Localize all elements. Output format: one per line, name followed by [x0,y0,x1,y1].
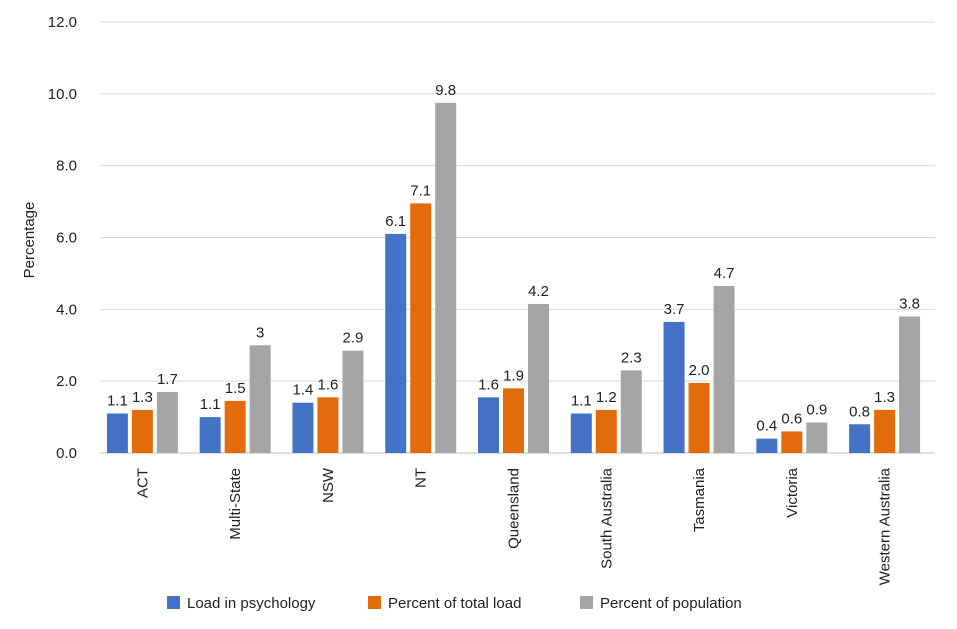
data-labels: 1.1 1.31.71.11.531.4 1.62.96.17.19.81.61.9… [107,82,920,435]
bar-data-label: 0.6 [781,410,802,427]
y-tick-label: 4.0 [56,301,77,318]
bar-data-label: 2.9 [343,330,364,347]
x-category-label: Tasmania [691,467,708,532]
bar [342,350,364,453]
x-category-label: Western Australia [877,467,894,585]
bar [410,203,432,453]
x-axis-categories: ACT Multi-State NSW NT Queensland South Austr… [134,467,893,585]
bar [874,409,896,453]
bar-data-label: 1.9 [503,367,524,384]
bar-data-label: 4.7 [714,265,735,282]
bar-data-label: 1.1 [200,396,221,413]
bar [224,400,246,453]
bar [806,422,828,453]
bar-data-label: 4.2 [528,283,549,300]
y-tick-label: 6.0 [56,230,77,247]
bar-data-label: 6.1 [385,213,406,230]
bar [292,402,314,453]
bar-data-label: 1.4 [293,382,314,399]
bar-data-label: 3 [256,324,264,341]
bar-data-label: 1.5 [225,380,246,397]
legend-label: Percent of population [600,595,742,612]
bar-data-label: 1.1 [571,392,592,409]
bar [899,316,921,453]
bar-data-label: 1.6 [478,376,499,393]
bar [663,321,685,453]
y-axis-title: Percentage [21,202,38,279]
x-category-label: South Australia [598,467,615,569]
bar-data-label: 1.2 [596,389,617,406]
bar [131,409,153,453]
bar-data-label: 1.6 [318,376,339,393]
y-tick-label: 2.0 [56,373,77,390]
bar [106,413,128,453]
bar-data-label: 0.8 [849,403,870,420]
bar-data-label: 1.1 [107,392,128,409]
bar [620,370,642,453]
legend-swatch [368,596,381,609]
x-category-label: Victoria [784,467,801,517]
x-category-label: NSW [320,467,337,503]
bar-data-label: 3.8 [899,296,920,313]
legend-swatch [167,596,180,609]
bar-data-label: 9.8 [435,82,456,99]
bar-data-label: 1.3 [874,389,895,406]
bar [317,397,339,453]
bar [478,397,499,453]
x-category-label: NT [413,468,430,488]
legend-swatch [580,596,593,609]
bar [528,303,549,453]
bar [249,345,271,453]
legend: Load in psychology Percent of total load P… [167,595,742,612]
bar [781,431,803,453]
bar-data-label: 0.9 [806,401,827,418]
y-tick-label: 12.0 [48,14,77,31]
bar [756,438,778,453]
bar [595,409,617,453]
bar [199,417,221,453]
bar [385,233,407,453]
bar [849,424,871,453]
y-tick-label: 8.0 [56,158,77,175]
bar-data-label: 2.0 [689,362,710,379]
legend-label: Percent of total load [388,595,521,612]
x-category-label: ACT [134,468,151,498]
bar-data-label: 0.4 [756,418,777,435]
bar [713,285,735,453]
bar-data-label: 2.3 [621,349,642,366]
x-category-label: Queensland [506,468,523,549]
y-tick-label: 10.0 [48,86,77,103]
gridlines [100,21,935,454]
bar [570,413,592,453]
bar [156,391,178,453]
bar-data-label: 7.1 [410,182,431,199]
y-tick-label: 0.0 [56,445,77,462]
x-category-label: Multi-State [227,468,244,540]
y-axis-ticks: 0.0 2.0 4.0 6.0 8.0 10.0 12.0 [48,14,77,462]
bar [688,382,710,453]
bar [503,388,524,453]
bar-data-label: 1.7 [157,371,178,388]
bar-data-label: 1.3 [132,389,153,406]
legend-label: Load in psychology [187,595,316,612]
bar-data-label: 3.7 [664,301,685,318]
bar [435,102,457,453]
bars [106,102,921,453]
